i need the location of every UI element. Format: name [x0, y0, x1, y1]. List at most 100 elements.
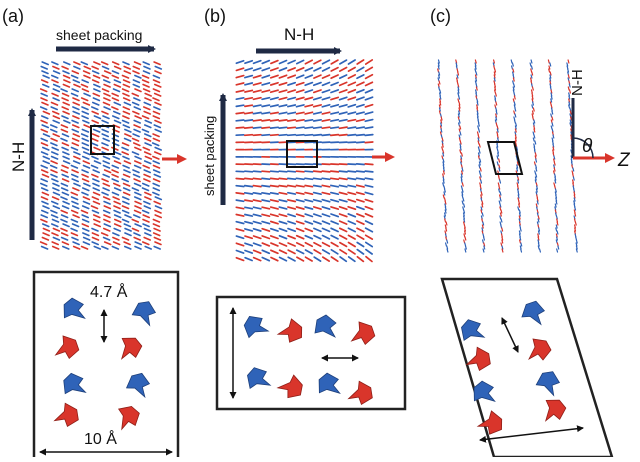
lattice-segment [365, 171, 373, 172]
lattice-segment [114, 211, 120, 214]
lattice-segment [297, 214, 304, 216]
lattice-segment [496, 117, 497, 120]
lattice-segment [236, 222, 243, 224]
lattice-segment [245, 171, 253, 172]
lattice-segment [462, 201, 463, 204]
lattice-segment [114, 206, 120, 209]
lattice-segment [549, 69, 550, 72]
lattice-segment [323, 221, 330, 224]
lattice-segment [41, 94, 47, 97]
lattice-segment [42, 103, 48, 106]
lattice-segment [41, 98, 47, 101]
lattice-segment [357, 243, 363, 247]
lattice-segment [94, 148, 100, 151]
blue-strand [471, 379, 496, 404]
lattice-segment [123, 116, 129, 119]
lattice-segment [52, 179, 58, 182]
lattice-segment [73, 125, 79, 128]
lattice-segment [288, 120, 296, 121]
lattice-segment [499, 159, 500, 162]
lattice-segment [514, 84, 515, 87]
lattice-segment [331, 120, 338, 121]
lattice-segment [254, 222, 261, 224]
lattice-segment [254, 105, 261, 106]
lattice-segment [113, 157, 119, 160]
lattice-segment [154, 112, 160, 115]
lattice-segment [554, 168, 555, 171]
lattice-segment [254, 214, 261, 216]
lattice-segment [280, 243, 287, 246]
lattice-segment [113, 62, 119, 65]
lattice-segment [104, 85, 110, 88]
lattice-segment [262, 98, 269, 100]
lattice-segment [155, 67, 161, 70]
lattice-segment [305, 135, 313, 136]
lattice-segment [348, 193, 355, 195]
lattice-segment [446, 228, 447, 231]
lattice-segment [271, 207, 278, 209]
lattice-segment [357, 228, 364, 231]
lattice-segment [82, 130, 88, 133]
lattice-segment [314, 178, 322, 179]
lattice-segment [74, 247, 80, 250]
lattice-segment [348, 90, 355, 93]
lattice-segment [72, 211, 78, 214]
lattice-segment [535, 162, 536, 165]
lattice-segment [297, 193, 304, 194]
lattice-segment [305, 193, 312, 195]
lattice-segment [271, 178, 279, 179]
lattice-segment [271, 127, 279, 128]
panel-a-fibril-lattice [41, 62, 162, 249]
lattice-segment [41, 242, 47, 245]
lattice-segment [104, 206, 110, 209]
lattice-segment [62, 175, 68, 178]
lattice-segment [502, 228, 503, 231]
lattice-segment [73, 107, 79, 110]
lattice-segment [348, 105, 355, 107]
lattice-segment [462, 189, 463, 192]
panel-c-inset-strands [458, 299, 568, 438]
lattice-segment [41, 121, 47, 124]
lattice-segment [515, 129, 516, 132]
lattice-segment [155, 85, 161, 88]
lattice-segment [144, 112, 150, 115]
lattice-segment [245, 120, 253, 121]
lattice-segment [134, 215, 140, 218]
lattice-segment [103, 188, 109, 191]
lattice-segment [144, 107, 150, 110]
lattice-segment [464, 204, 465, 207]
lattice-segment [297, 60, 304, 63]
lattice-segment [102, 112, 108, 115]
lattice-segment [53, 184, 59, 187]
lattice-segment [288, 229, 295, 232]
lattice-segment [62, 233, 68, 236]
lattice-segment [143, 80, 149, 83]
lattice-segment [496, 93, 497, 96]
lattice-segment [262, 68, 269, 71]
lattice-segment [331, 200, 338, 202]
lattice-segment [133, 134, 139, 137]
lattice-segment [476, 87, 477, 90]
lattice-segment [245, 127, 253, 128]
lattice-segment [63, 206, 69, 209]
lattice-segment [271, 68, 278, 71]
lattice-segment [348, 228, 355, 231]
lattice-segment [114, 112, 120, 115]
lattice-segment [500, 192, 501, 195]
lattice-segment [349, 250, 355, 254]
lattice-segment [279, 193, 286, 194]
lattice-segment [83, 197, 89, 200]
blue-strand [315, 315, 336, 337]
lattice-segment [71, 229, 77, 232]
lattice-segment [155, 121, 161, 124]
lattice-segment [476, 72, 477, 75]
lattice-segment [323, 60, 330, 64]
lattice-segment [105, 242, 111, 245]
lattice-segment [462, 183, 463, 186]
lattice-segment [42, 188, 48, 191]
lattice-segment [297, 207, 304, 209]
lattice-segment [245, 61, 252, 63]
lattice-segment [61, 89, 67, 92]
lattice-segment [63, 179, 69, 182]
lattice-segment [288, 98, 295, 100]
